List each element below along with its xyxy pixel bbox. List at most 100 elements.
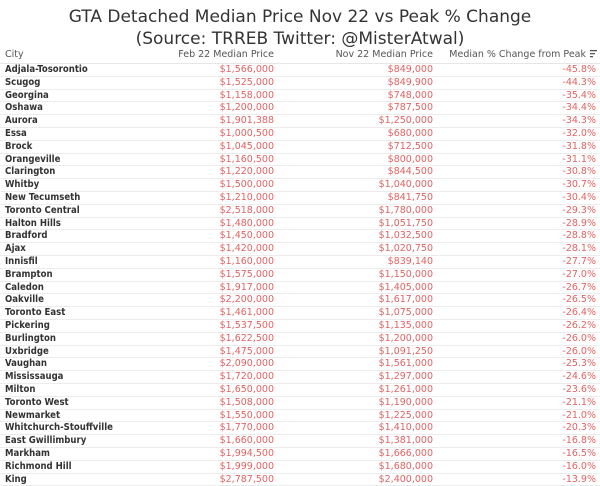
table-row[interactable]: Toronto Central$2,518,000$1,780,000-29.3… — [0, 205, 600, 218]
table-row[interactable]: Newmarket$1,550,000$1,225,000-21.0% — [0, 410, 600, 423]
table-row[interactable]: Halton Hills$1,480,000$1,051,750-28.9% — [0, 218, 600, 231]
table-row[interactable]: Georgina$1,158,000$748,000-35.4% — [0, 90, 600, 103]
cell-median-change: -24.6% — [562, 371, 596, 383]
cell-median-change: -16.8% — [562, 435, 596, 447]
cell-median-change: -25.3% — [562, 358, 596, 370]
cell-nov-median-price: $1,190,000 — [379, 397, 433, 409]
cell-city: Mississauga — [5, 371, 63, 383]
table-row[interactable]: Mississauga $1,720,000 $1,297,000 -24.6% — [0, 371, 600, 384]
cell-nov-median-price: $1,297,000 — [379, 371, 433, 383]
table-row[interactable]: Aurora$1,901,388$1,250,000-34.3% — [0, 115, 600, 128]
table-row[interactable]: Brampton$1,575,000$1,150,000-27.0% — [0, 269, 600, 282]
table-row[interactable]: King$2,787,500$2,400,000-13.9% — [0, 474, 600, 486]
cell-feb-median-price: $1,420,000 — [220, 243, 274, 255]
table-row[interactable]: Oakville$2,200,000$1,617,000-26.5% — [0, 294, 600, 307]
cell-nov-median-price: $1,051,750 — [379, 218, 433, 230]
cell-median-change: -34.4% — [562, 102, 596, 114]
column-header-nov-median-price[interactable]: Nov 22 Median Price — [336, 49, 433, 60]
table-row[interactable]: Innisfil$1,160,000$839,140-27.7% — [0, 256, 600, 269]
table-row[interactable]: Markham $1,994,500 $1,666,000 -16.5% — [0, 448, 600, 461]
cell-feb-median-price: $1,550,000 — [220, 410, 274, 422]
table-row[interactable]: East Gwillimbury$1,660,000$1,381,000-16.… — [0, 435, 600, 448]
chart-title: GTA Detached Median Price Nov 22 vs Peak… — [0, 6, 600, 28]
cell-median-change: -35.4% — [562, 90, 596, 102]
table-row[interactable]: Toronto East$1,461,000$1,075,000-26.4% — [0, 307, 600, 320]
table-row[interactable]: Brock$1,045,000$712,500-31.8% — [0, 141, 600, 154]
sort-descending-icon[interactable] — [590, 50, 599, 60]
table-row[interactable]: Milton$1,650,000$1,261,000-23.6% — [0, 384, 600, 397]
table-row[interactable]: Caledon$1,917,000$1,405,000-26.7% — [0, 282, 600, 295]
cell-median-change: -16.0% — [562, 461, 596, 473]
column-header-city[interactable]: City — [5, 49, 24, 60]
cell-feb-median-price: $1,994,500 — [220, 448, 274, 460]
cell-median-change: -21.1% — [562, 397, 596, 409]
cell-nov-median-price: $1,381,000 — [379, 435, 433, 447]
table-row[interactable]: Richmond Hill$1,999,000$1,680,000-16.0% — [0, 461, 600, 474]
cell-feb-median-price: $1,461,000 — [220, 307, 274, 319]
cell-feb-median-price: $1,917,000 — [220, 282, 274, 294]
cell-city: Richmond Hill — [5, 461, 72, 473]
cell-feb-median-price: $1,537,500 — [220, 320, 274, 332]
cell-nov-median-price: $1,680,000 — [379, 461, 433, 473]
cell-nov-median-price: $1,091,250 — [379, 346, 433, 358]
cell-median-change: -44.3% — [562, 77, 596, 89]
cell-feb-median-price: $1,045,000 — [220, 141, 274, 153]
cell-city: Oakville — [5, 294, 44, 306]
cell-median-change: -16.5% — [562, 448, 596, 460]
cell-nov-median-price: $849,000 — [388, 64, 433, 76]
cell-median-change: -26.5% — [562, 294, 596, 306]
cell-city: Toronto West — [5, 397, 69, 409]
table-row[interactable]: Scugog$1,525,000$849,900-44.3% — [0, 77, 600, 90]
cell-median-change: -31.8% — [562, 141, 596, 153]
table-row[interactable]: Pickering$1,537,500$1,135,000-26.2% — [0, 320, 600, 333]
cell-median-change: -21.0% — [562, 410, 596, 422]
cell-nov-median-price: $1,666,000 — [379, 448, 433, 460]
table-row[interactable]: Toronto West$1,508,000$1,190,000-21.1% — [0, 397, 600, 410]
cell-city: Markham — [5, 448, 50, 460]
table-row[interactable]: Burlington$1,622,500$1,200,000-26.0% — [0, 333, 600, 346]
cell-city: Toronto Central — [5, 205, 80, 217]
chart-subtitle: (Source: TRREB Twitter: @MisterAtwal) — [0, 28, 600, 50]
table-row[interactable]: Oshawa$1,200,000$787,500-34.4% — [0, 102, 600, 115]
cell-nov-median-price: $844,500 — [388, 166, 433, 178]
cell-city: Aurora — [5, 115, 38, 127]
table-row[interactable]: Ajax$1,420,000$1,020,750-28.1% — [0, 243, 600, 256]
cell-median-change: -20.3% — [562, 422, 596, 434]
table-row[interactable]: Vaughan$2,090,000$1,561,000-25.3% — [0, 358, 600, 371]
table-row[interactable]: Uxbridge$1,475,000$1,091,250-26.0% — [0, 346, 600, 359]
cell-city: Ajax — [5, 243, 26, 255]
cell-feb-median-price: $1,160,000 — [220, 256, 274, 268]
cell-city: Scugog — [5, 77, 40, 89]
cell-feb-median-price: $2,518,000 — [220, 205, 274, 217]
cell-city: Whitby — [5, 179, 39, 191]
cell-nov-median-price: $748,000 — [388, 90, 433, 102]
cell-feb-median-price: $1,000,500 — [220, 128, 274, 140]
cell-feb-median-price: $1,720,000 — [220, 371, 274, 383]
cell-nov-median-price: $1,780,000 — [379, 205, 433, 217]
cell-city: Georgina — [5, 90, 49, 102]
table-row[interactable]: Essa$1,000,500$680,000-32.0% — [0, 128, 600, 141]
cell-median-change: -34.3% — [562, 115, 596, 127]
table-row[interactable]: Orangeville$1,160,500$800,000-31.1% — [0, 154, 600, 167]
cell-nov-median-price: $1,261,000 — [379, 384, 433, 396]
cell-nov-median-price: $680,000 — [388, 128, 433, 140]
table-row[interactable]: Clarington$1,220,000$844,500-30.8% — [0, 166, 600, 179]
cell-median-change: -27.0% — [562, 269, 596, 281]
chart-title-block: GTA Detached Median Price Nov 22 vs Peak… — [0, 6, 600, 50]
cell-city: Bradford — [5, 230, 48, 242]
table-row[interactable]: Adjala-Tosorontio$1,566,000$849,000-45.8… — [0, 64, 600, 77]
cell-feb-median-price: $2,200,000 — [220, 294, 274, 306]
cell-city: Orangeville — [5, 154, 60, 166]
table-row[interactable]: New Tecumseth$1,210,000$841,750-30.4% — [0, 192, 600, 205]
cell-city: Pickering — [5, 320, 50, 332]
cell-median-change: -23.6% — [562, 384, 596, 396]
table-row[interactable]: Whitby$1,500,000$1,040,000-30.7% — [0, 179, 600, 192]
cell-nov-median-price: $787,500 — [388, 102, 433, 114]
table-row[interactable]: Bradford$1,450,000$1,032,500-28.8% — [0, 230, 600, 243]
cell-city: Milton — [5, 384, 35, 396]
column-header-median-change[interactable]: Median % Change from Peak — [449, 49, 586, 60]
cell-city: Caledon — [5, 282, 44, 294]
cell-city: Vaughan — [5, 358, 47, 370]
table-row[interactable]: Whitchurch-Stouffville$1,770,000$1,410,0… — [0, 422, 600, 435]
column-header-feb-median-price[interactable]: Feb 22 Median Price — [178, 49, 274, 60]
